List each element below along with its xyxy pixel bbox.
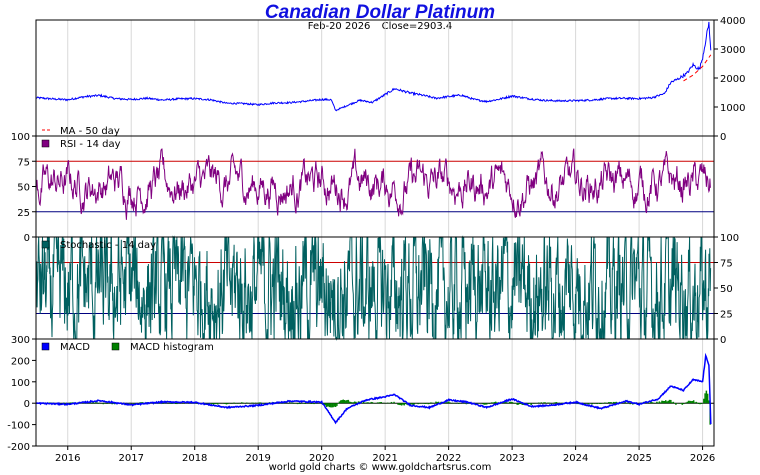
info-close: Close=2903.4 <box>381 21 453 32</box>
ytick-label-rsi-25: 25 <box>17 208 30 219</box>
panel-frame-price <box>35 19 715 137</box>
series-rsi-line <box>35 148 711 220</box>
series-ma-line <box>683 54 712 82</box>
legend-swatch-macd-1 <box>111 342 120 351</box>
ytick-label-macd-300: 300 <box>11 335 30 346</box>
legend-label-rsi-0: RSI - 14 day <box>60 139 121 150</box>
panel-stochastic <box>35 235 718 341</box>
series-stochastic-line <box>35 235 712 341</box>
xtick-label-2020: 2020 <box>309 453 334 464</box>
ytick-label-price-0: 0 <box>720 132 726 143</box>
legend-label-ma: MA - 50 day <box>60 126 120 137</box>
series-close-line <box>35 21 712 112</box>
panel-price <box>35 19 718 137</box>
ytick-label-macd--100: -100 <box>7 421 30 432</box>
ytick-label-rsi-50: 50 <box>17 183 30 194</box>
xtick-label-2024: 2024 <box>563 453 588 464</box>
legend-swatch-stochastic-0 <box>41 240 50 249</box>
legend-label-macd-0: MACD <box>60 342 90 353</box>
ytick-label-rsi-75: 75 <box>17 157 30 168</box>
legend-label-macd-1: MACD histogram <box>130 342 214 353</box>
panel-frame-macd <box>35 338 715 447</box>
ytick-label-stochastic-100: 100 <box>720 233 739 244</box>
ytick-label-rsi-0: 0 <box>24 233 30 244</box>
xtick-label-2022: 2022 <box>436 453 461 464</box>
legend-swatch-macd-0 <box>41 342 50 351</box>
ytick-label-stochastic-50: 50 <box>720 284 733 295</box>
ytick-label-price-4000: 4000 <box>720 16 745 27</box>
ytick-label-macd-0: 0 <box>24 399 30 410</box>
legend-swatch-rsi-0 <box>41 139 50 148</box>
xtick-label-2016: 2016 <box>55 453 80 464</box>
ytick-label-stochastic-0: 0 <box>720 335 726 346</box>
ytick-label-macd-100: 100 <box>11 378 30 389</box>
ytick-label-macd--200: -200 <box>7 442 30 453</box>
ytick-label-price-2000: 2000 <box>720 74 745 85</box>
xtick-label-2026: 2026 <box>690 453 715 464</box>
info-date: Feb-20 2026 <box>307 21 371 32</box>
ytick-label-price-3000: 3000 <box>720 45 745 56</box>
xtick-label-2019: 2019 <box>245 453 270 464</box>
ytick-label-stochastic-75: 75 <box>720 259 733 270</box>
panel-rsi <box>32 135 715 238</box>
xtick-label-2023: 2023 <box>499 453 524 464</box>
legend-label-stochastic-0: Stochastic - 14 day <box>60 240 156 251</box>
panel-macd <box>32 338 715 447</box>
footer-credit: world gold charts © www.goldchartsrus.co… <box>268 462 492 473</box>
ytick-label-macd-200: 200 <box>11 356 30 367</box>
ytick-label-price-1000: 1000 <box>720 103 745 114</box>
series-macd-line <box>35 352 712 425</box>
xtick-label-2017: 2017 <box>118 453 143 464</box>
xtick-label-2025: 2025 <box>626 453 651 464</box>
xtick-label-2018: 2018 <box>182 453 207 464</box>
chart-title: Canadian Dollar Platinum <box>264 2 496 23</box>
ytick-label-rsi-100: 100 <box>11 132 30 143</box>
ytick-label-stochastic-25: 25 <box>720 310 733 321</box>
price-info: Feb-20 2026 Close=2903.4 <box>0 21 760 33</box>
xtick-label-2021: 2021 <box>372 453 397 464</box>
